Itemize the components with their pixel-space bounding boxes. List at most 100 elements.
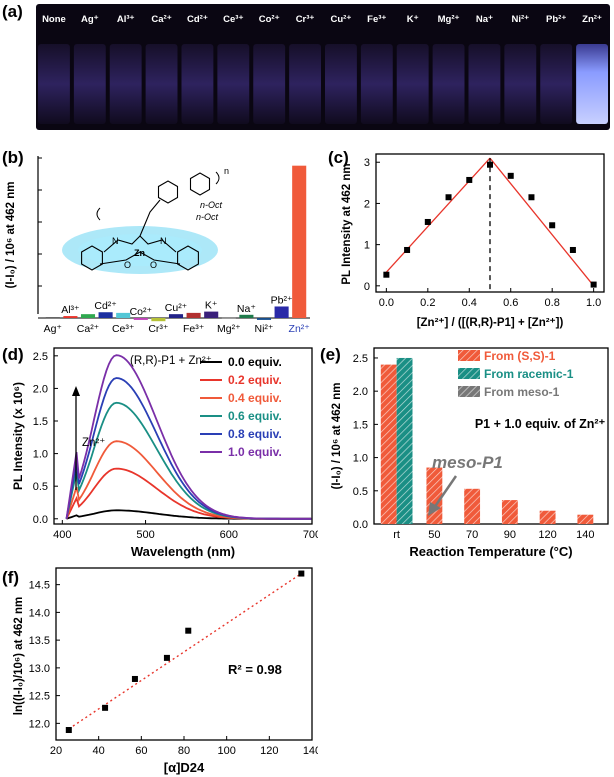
c-ytick-label: 3 <box>364 157 370 169</box>
vial-label: Cr³⁺ <box>296 14 315 25</box>
e-ytick-label: 0.0 <box>353 519 368 531</box>
vial <box>325 44 357 124</box>
f-fit-line <box>68 572 302 730</box>
b-tick-label: Fe³⁺ <box>183 323 205 335</box>
vial-label: Zn²⁺ <box>582 14 602 25</box>
vial-photo-svg: None Ag⁺ Al³⁺ Ca²⁺ Cd²⁺ Ce³⁺ Co²⁺ Cr³⁺ Cu²⁺ Fe³⁺ K… <box>38 14 608 124</box>
bar <box>133 318 148 320</box>
b-tick-label: Cu²⁺ <box>165 302 188 314</box>
c-point <box>404 246 411 253</box>
b-ylabel: (I-I₀) / 10⁶ at 462 nm <box>5 182 17 289</box>
f-xtick-label: 100 <box>217 745 235 757</box>
b-tick-label: Co²⁺ <box>130 306 153 318</box>
bar <box>204 311 219 318</box>
e-arrow-shaft <box>432 475 458 509</box>
f-ytick-label: 12.5 <box>29 691 50 703</box>
e-ytick-label: 2.0 <box>353 386 368 398</box>
d-ytick-label: 1.5 <box>33 416 48 428</box>
bar <box>256 318 272 320</box>
vial-label: K⁺ <box>407 14 419 25</box>
c-frame <box>375 153 605 293</box>
bar <box>45 317 60 319</box>
d-ytick-label: 2.0 <box>33 383 48 395</box>
f-xlabel: [α]D24 <box>164 760 205 775</box>
c-point <box>487 161 493 168</box>
chart-c: 0.0 0.2 0.4 0.6 0.8 1.0 0 1 2 3 PL Intensity at 46… <box>341 153 605 329</box>
f-point <box>65 727 72 734</box>
vial-label: None <box>42 14 66 25</box>
molecule-label: n-Oct <box>196 212 219 222</box>
e-legend-swatch <box>458 350 480 361</box>
d-arrow-head <box>72 386 80 396</box>
vial-label: Pb²⁺ <box>546 14 566 25</box>
c-point <box>569 246 576 253</box>
c-xtick-label: 0.0 <box>379 297 394 309</box>
e-bar <box>464 488 481 524</box>
chart-d: 400 500 600 700 0.0 0.5 1.0 1.5 2.0 2.5 0.0 equiv.… <box>11 347 318 559</box>
molecule-label: N <box>112 236 119 246</box>
d-annotation: (R,R)-P1 + Zn²⁺ <box>130 355 212 367</box>
vial-label: Cu²⁺ <box>331 14 352 25</box>
phenol-ring-left <box>81 245 103 271</box>
e-bar <box>501 500 518 524</box>
b-tick-label: Al³⁺ <box>61 304 80 316</box>
c-point <box>424 218 431 225</box>
c-point <box>507 172 514 179</box>
c-xtick-label: 0.8 <box>545 297 560 309</box>
d-legend-label: 0.8 equiv. <box>228 427 282 441</box>
e-arrow-head <box>428 502 441 516</box>
bar <box>221 317 236 319</box>
d-legend-label: 0.4 equiv. <box>228 391 282 405</box>
vial <box>253 44 286 124</box>
e-bar <box>577 514 594 524</box>
f-xtick-label: 40 <box>93 745 105 757</box>
bar <box>151 318 166 322</box>
c-xtick-label: 0.4 <box>462 297 477 309</box>
b-tick-label: Na⁺ <box>237 303 256 315</box>
vial-label: Ag⁺ <box>81 14 99 25</box>
molecule-label: O <box>124 260 131 270</box>
d-ytick-label: 0.0 <box>33 514 48 526</box>
f-ytick-label: 14.5 <box>29 580 50 592</box>
b-tick-label: Ca²⁺ <box>77 323 100 335</box>
e-ytick-label: 2.5 <box>353 353 368 365</box>
panel-label-a: (a) <box>2 2 23 21</box>
c-point <box>445 194 452 201</box>
f-xtick-label: 80 <box>178 745 190 757</box>
f-frame <box>55 567 313 741</box>
c-fit-line <box>489 157 595 287</box>
d-ytick-label: 2.5 <box>33 351 48 363</box>
e-arrow-label: meso-P1 <box>432 453 503 472</box>
c-xtick-label: 0.6 <box>503 297 518 309</box>
e-xtick-label: rt <box>393 529 400 541</box>
vial <box>181 44 214 124</box>
panel-label-f: (f) <box>2 568 19 587</box>
d-ytick-label: 0.5 <box>33 481 48 493</box>
e-ytick-label: 1.5 <box>353 419 368 431</box>
f-xtick-label: 20 <box>50 745 62 757</box>
vial <box>396 44 429 124</box>
c-xtick-label: 0.2 <box>420 297 435 309</box>
chart-e-content: 0.0 0.5 1.0 1.5 2.0 2.5 rt 50 70 90 120 140 From (S,… <box>331 347 609 559</box>
bar <box>168 314 184 318</box>
d-xtick-label: 600 <box>220 529 238 541</box>
linker-bond <box>139 199 161 237</box>
d-ylabel: PL Intensity (x 10⁶) <box>11 382 25 490</box>
c-ylabel: PL Intensity at 462 nm <box>341 163 353 284</box>
vial <box>576 44 608 124</box>
bar <box>63 316 78 318</box>
e-ytick-label: 1.0 <box>353 453 368 465</box>
f-ytick-label: 13.5 <box>29 635 50 647</box>
b-tick-label: Ce³⁺ <box>112 323 135 335</box>
f-point <box>298 570 305 577</box>
d-legend-label: 0.0 equiv. <box>228 355 282 369</box>
e-xtick-label: 120 <box>538 529 556 541</box>
molecule-label: n <box>224 166 229 176</box>
bar <box>292 165 307 318</box>
vial <box>73 44 106 124</box>
bar <box>80 314 96 318</box>
f-point <box>163 654 170 661</box>
e-xlabel: Reaction Temperature (°C) <box>409 544 572 559</box>
vial-label: Co²⁺ <box>259 14 280 25</box>
